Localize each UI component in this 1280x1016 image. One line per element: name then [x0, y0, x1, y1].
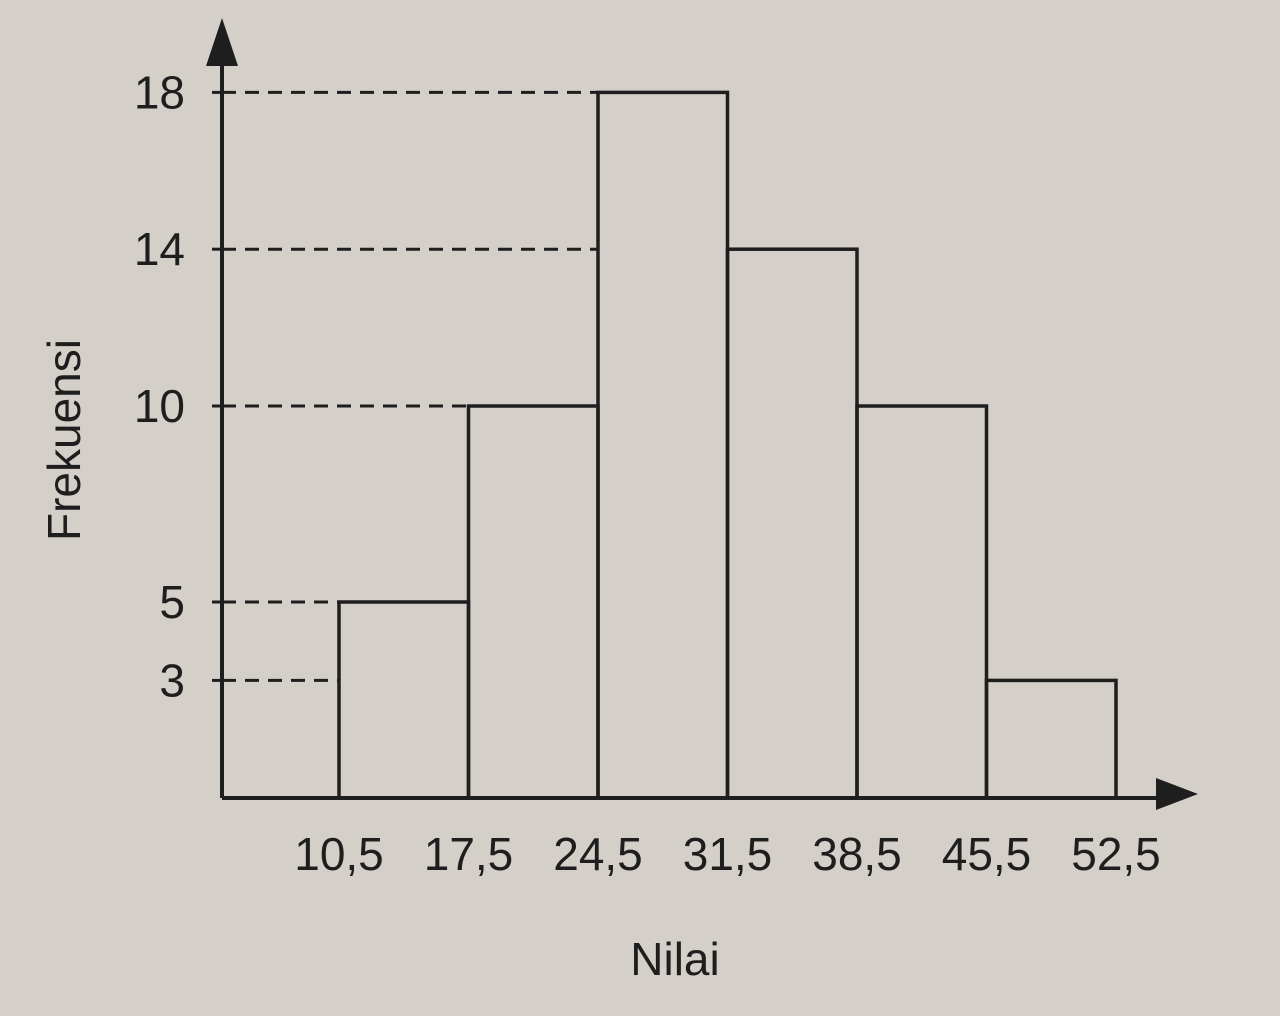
x-tick-label: 52,5	[1071, 828, 1161, 880]
y-tick-labels: 3 5 10 14 18	[134, 66, 222, 706]
histogram-bar	[466, 404, 600, 800]
y-axis-arrow-icon	[206, 18, 238, 66]
y-tick-label: 10	[134, 380, 185, 432]
reference-lines	[222, 90, 598, 682]
y-tick-label: 5	[159, 576, 185, 628]
histogram-bar	[596, 90, 730, 800]
x-tick-label: 17,5	[424, 828, 514, 880]
histogram-bar	[337, 600, 471, 800]
histogram-bars	[337, 90, 1118, 800]
x-tick-label: 31,5	[683, 828, 773, 880]
x-tick-label: 24,5	[553, 828, 643, 880]
histogram-bar	[725, 247, 859, 800]
x-axis-title: Nilai	[630, 933, 719, 985]
x-tick-label: 38,5	[812, 828, 902, 880]
y-tick-label: 3	[159, 654, 185, 706]
x-tick-labels: 10,5 17,5 24,5 31,5 38,5 45,5 52,5	[294, 828, 1161, 880]
x-axis-arrow-icon	[1156, 778, 1198, 810]
histogram-bar	[984, 678, 1118, 800]
y-tick-label: 18	[134, 66, 185, 118]
x-tick-label: 45,5	[942, 828, 1032, 880]
y-tick-label: 14	[134, 223, 185, 275]
x-tick-label: 10,5	[294, 828, 384, 880]
axes	[206, 18, 1198, 810]
histogram-bar	[855, 404, 989, 800]
y-axis-title: Frekuensi	[38, 339, 90, 541]
